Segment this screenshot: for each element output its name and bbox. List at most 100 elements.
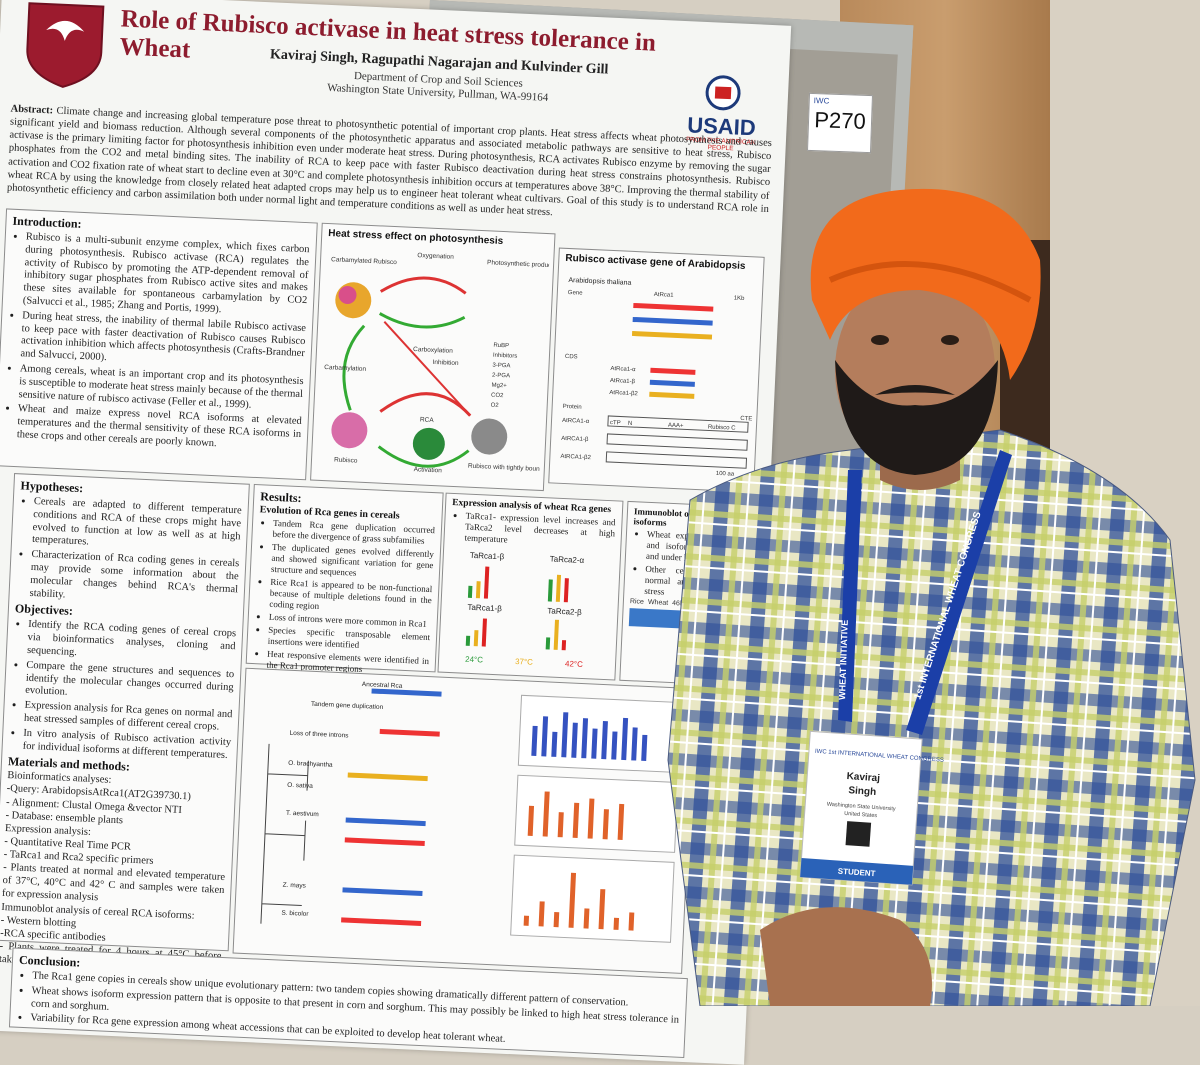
poster: Role of Rubisco activase in heat stress … — [0, 0, 791, 1065]
diagram-label: 42°C — [565, 659, 583, 669]
lanyard-text: WHEAT INITIATIVE — [837, 620, 850, 700]
arrow — [383, 321, 471, 417]
diagram-label: TaRca2-β — [547, 606, 582, 617]
diagram-label: Activation — [414, 466, 443, 474]
diagram-label: Rubisco with tightly bound Inhibitors — [468, 463, 550, 475]
diagram-label: Loss of three introns — [289, 730, 349, 740]
badge-last-name: Singh — [848, 785, 876, 798]
lanyard — [906, 450, 1012, 735]
diagram-label: Tandem gene duplication — [311, 701, 384, 711]
scene: IWC P270 Role of Rubisco activase in hea… — [0, 0, 1200, 1006]
person: 1st INTERNATIONAL WHEAT CONGRESS WHEAT I… — [667, 188, 1196, 1006]
diagram-label: Carbamylated Rubisco — [331, 256, 397, 266]
diagram-label: Inhibition — [432, 359, 459, 367]
diagram-label: N — [628, 421, 633, 427]
diagram-label: 100 aa — [716, 471, 735, 478]
turban — [810, 188, 1041, 380]
diagram-label: AtRCA1-α — [562, 418, 590, 425]
bar-decor — [465, 566, 569, 651]
badge: IWC 1st INTERNATIONAL WHEAT CONGRESS Kav… — [799, 730, 944, 886]
diagram-label: AtRca1-α — [610, 366, 636, 373]
diagram-label: Rubisco C — [708, 424, 737, 431]
diagram-label: Carbamylation — [324, 364, 367, 373]
diagram-label: Arabidopsis thaliana — [568, 277, 631, 287]
gene-labels: Arabidopsis thaliana Gene AtRca1 1Kb CDS AtRc… — [560, 277, 752, 478]
shirt — [667, 429, 1196, 1006]
page: Poster presentation photo { "poster": { … — [0, 0, 1200, 1006]
beard — [835, 360, 998, 475]
diagram-label: O. sativa — [287, 782, 313, 790]
arrow — [342, 324, 366, 411]
rca-icon — [412, 427, 445, 460]
diagram-label: T. aestivum — [286, 810, 319, 818]
eye — [941, 335, 959, 345]
tree — [260, 743, 309, 924]
diagram-label: Inhibitors — [493, 353, 518, 360]
rubisco-icon — [331, 412, 368, 449]
diagram-label: Photosynthetic products — [487, 259, 550, 269]
mustache — [875, 385, 955, 395]
expression: Expression analysis of wheat Rca genes T… — [437, 492, 624, 681]
diagram-label: Rubisco — [334, 457, 358, 465]
diagram-label: Ancestral Rca — [362, 681, 403, 690]
arrow — [378, 312, 466, 329]
qpcr-charts — [510, 694, 682, 943]
evolution-figure: Ancestral Rca Tandem gene duplication Loss… — [260, 681, 682, 943]
diagram-label: TaRca1-β — [467, 603, 502, 614]
diagram-label: 1Kb — [734, 296, 746, 303]
diagram-label: CTE — [740, 416, 752, 423]
shield — [26, 2, 105, 88]
diagram-label: 3-PGA — [492, 363, 510, 370]
figure-evolution: Ancestral Rca Tandem gene duplication Loss… — [232, 667, 696, 974]
diagram-label: 37°C — [515, 657, 533, 667]
diagram-label: O. brachyantha — [288, 760, 333, 769]
eye — [871, 335, 889, 345]
pathway-diagram: Carbamylated Rubisco Oxygenation Photosynt… — [324, 252, 572, 475]
badge-role: STUDENT — [837, 867, 875, 879]
turban-fold — [828, 261, 1032, 303]
university-shield — [26, 2, 105, 88]
badge-affiliation: Washington State University — [827, 802, 896, 813]
arrow — [377, 445, 470, 468]
diagram-label: CO2 — [491, 393, 504, 400]
diagram-label: AtRca1 — [654, 292, 675, 299]
badge-country: United States — [844, 811, 878, 819]
diagram-label: RuBP — [493, 343, 509, 350]
diagram-label: AAA+ — [668, 423, 684, 430]
diagram-label: TaRca2-α — [550, 554, 585, 565]
qr-code — [845, 821, 872, 847]
diagram-label: Mg2+ — [491, 383, 507, 390]
diagram-labels: Carbamylated Rubisco Oxygenation Photosynt… — [324, 252, 572, 475]
diagram-label: Gene — [568, 290, 584, 297]
diagram-label: S. bicolor — [281, 910, 309, 918]
rubisco-icon — [471, 418, 508, 455]
diagram-label: CDS — [565, 354, 578, 361]
diagram-label: RCA — [420, 416, 435, 424]
gene-models — [341, 688, 442, 926]
diagram-label: 2-PGA — [492, 373, 510, 380]
diagram-label: AtRCA1-β — [561, 436, 589, 443]
gene-bars — [605, 302, 749, 469]
diagram-label: Z. mays — [283, 882, 307, 890]
expression-bars: TaRca1-β TaRca2-α TaRca1-β TaRca2-β 24°C 37°C… — [465, 551, 585, 669]
diagram-label: Protein — [563, 404, 582, 411]
arrow — [379, 276, 467, 295]
diagram-label: Oxygenation — [417, 252, 454, 261]
shield-emblem — [46, 20, 85, 41]
seal-stripes — [714, 86, 732, 100]
tree-labels: Ancestral Rca Tandem gene duplication Loss… — [281, 681, 403, 918]
diagram-label: AtRca1-β — [610, 378, 636, 385]
panel-labels: TaRca1-β TaRca2-α TaRca1-β TaRca2-β 24°C 37°C… — [465, 551, 585, 669]
diagram-label: Carboxylation — [413, 346, 453, 355]
figure-gene: Rubisco activase gene of Arabidopsis Ara… — [548, 247, 765, 493]
diagram-label: TaRca1-β — [470, 551, 505, 562]
diagram-label: AtRCA1-β2 — [560, 454, 591, 461]
badge-role-bar — [800, 858, 914, 885]
hand — [760, 907, 932, 1006]
diagram-label: AtRca1-β2 — [609, 390, 638, 397]
badge-first-name: Kaviraj — [846, 771, 880, 784]
arrow — [379, 392, 472, 417]
figure-photosynthesis: Heat stress effect on photosynthesis Car… — [310, 222, 572, 492]
lanyard — [838, 470, 862, 722]
usaid-seal — [705, 75, 741, 111]
